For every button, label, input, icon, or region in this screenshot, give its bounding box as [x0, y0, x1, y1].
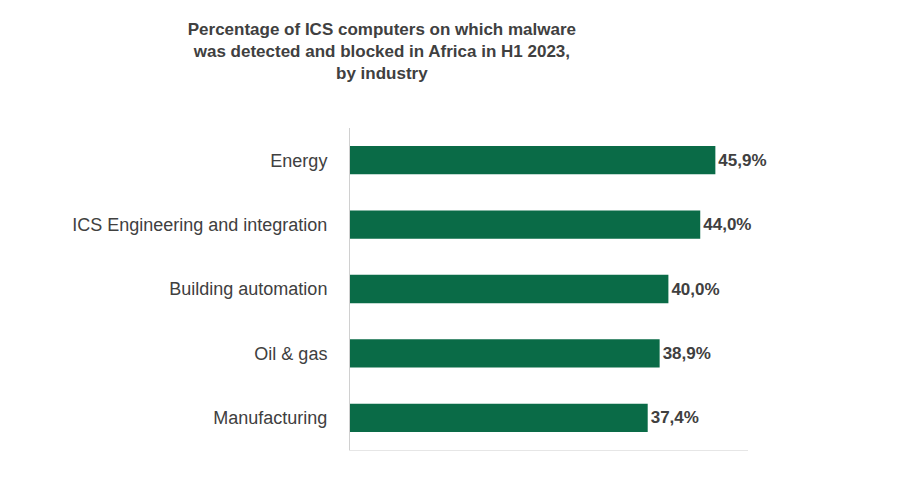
svg-text:44,0%: 44,0% — [703, 215, 751, 234]
svg-text:40,0%: 40,0% — [671, 280, 719, 299]
svg-text:Building automation: Building automation — [169, 279, 327, 299]
svg-text:45,9%: 45,9% — [718, 151, 766, 170]
svg-text:Energy: Energy — [270, 151, 327, 171]
svg-text:ICS Engineering and integratio: ICS Engineering and integration — [72, 215, 327, 235]
svg-text:37,4%: 37,4% — [651, 408, 699, 427]
svg-text:38,9%: 38,9% — [663, 344, 711, 363]
svg-text:Percentage of ICS computers on: Percentage of ICS computers on which mal… — [188, 20, 576, 83]
svg-text:Manufacturing: Manufacturing — [213, 408, 327, 428]
svg-text:Oil & gas: Oil & gas — [254, 344, 327, 364]
